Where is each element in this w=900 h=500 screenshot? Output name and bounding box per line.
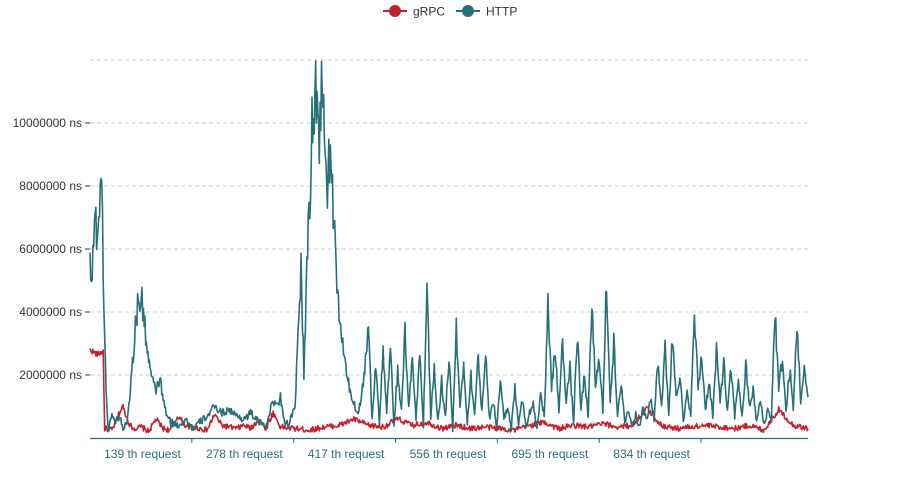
series-line-grpc[interactable] — [89, 348, 809, 434]
y-tick-label: 4000000 ns — [19, 305, 82, 319]
y-tick-label: 6000000 ns — [19, 242, 82, 256]
y-tick-label: 8000000 ns — [19, 179, 82, 193]
x-axis: 139 th request 278 th request 417 th reque… — [90, 437, 808, 461]
x-tick-label: 834 th request — [613, 447, 690, 461]
x-tick-label: 695 th request — [511, 447, 588, 461]
legend-http-label: HTTP — [486, 5, 517, 19]
series-line-http[interactable] — [89, 60, 809, 433]
series-layer — [89, 60, 809, 434]
y-tick-label: 2000000 ns — [19, 368, 82, 382]
x-tick-label: 556 th request — [410, 447, 487, 461]
y-axis: 2000000 ns 4000000 ns 6000000 ns 8000000 ns… — [13, 116, 90, 382]
y-tick-label: 10000000 ns — [13, 116, 82, 130]
x-tick-label: 139 th request — [104, 447, 181, 461]
x-tick-label: 278 th request — [206, 447, 283, 461]
legend-item-http[interactable]: HTTP — [456, 5, 517, 19]
legend-http-marker-icon — [462, 5, 474, 17]
legend-grpc-label: gRPC — [413, 5, 445, 19]
y-gridlines — [90, 59, 808, 376]
x-tick-label: 417 th request — [308, 447, 385, 461]
legend-item-grpc[interactable]: gRPC — [383, 5, 445, 19]
legend-grpc-marker-icon — [389, 5, 401, 17]
legend[interactable]: gRPC HTTP — [383, 5, 517, 19]
